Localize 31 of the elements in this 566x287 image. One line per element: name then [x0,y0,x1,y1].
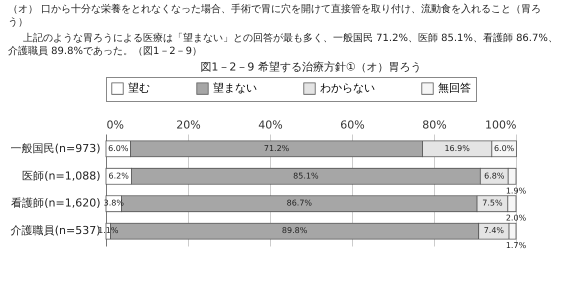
legend-label: わからない [320,82,375,95]
x-tick-label: 40% [258,118,283,132]
x-tick-label: 100% [485,118,516,132]
y-tick-label: 医師(n=1,088) [22,169,100,182]
legend-label: 望む [128,82,150,95]
data-label: 86.7% [286,198,312,208]
chart-title: 図1－2－9 希望する治療方針①（オ）胃ろう [200,60,422,74]
data-label: 85.1% [293,171,319,180]
data-label: 6.8% [484,171,505,180]
data-label: 71.2% [264,144,290,153]
data-label: 7.4% [484,226,504,236]
data-label: 6.2% [108,171,130,180]
y-tick-label: 一般国民(n=973) [10,142,100,155]
data-label: 6.0% [108,144,129,153]
legend-label: 望まない [213,82,257,95]
y-tick-label: 介護職員(n=537) [10,224,100,238]
y-tick-label: 看護師(n=1,620) [11,196,100,210]
x-tick-label: 20% [176,118,201,132]
legend-label: 無回答 [438,82,471,95]
data-label: 1.7% [506,241,527,250]
data-label: 1.9% [506,186,527,196]
text: （オ） 口から十分な栄養をとれなくなった場合、手術で胃に穴を開けて直接管を取り付け、流動食を入れること（胃ろう） [8,3,542,29]
x-tick-label: 60% [340,118,365,132]
data-label: 2.0% [506,214,527,223]
data-label: 7.5% [482,198,503,208]
data-label: 16.9% [444,144,470,153]
text: 上記のような胃ろうによる医療は「望まない」との回答が最も多く、一般国民 71.2%、医師 85.1%、看護師 86.7%、介護職員 89.8%であった。（図1－2－9） [8,32,558,58]
data-label: 6.0% [494,144,515,153]
x-tick-label: 80% [422,118,447,132]
data-label: 89.8% [282,226,308,236]
x-tick-label: 0% [106,118,124,132]
